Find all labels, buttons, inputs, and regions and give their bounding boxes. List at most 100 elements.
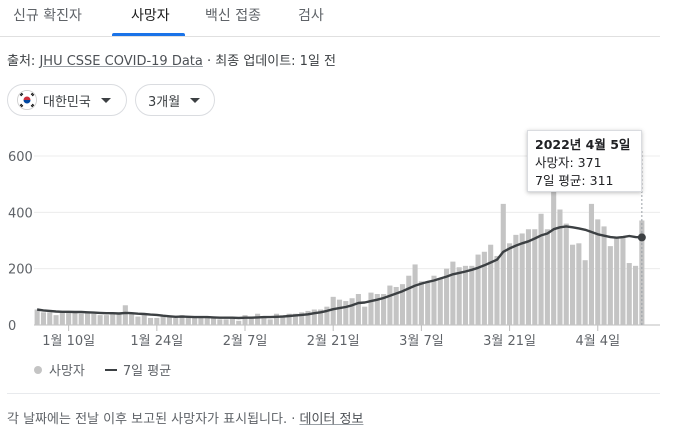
bar-legend-swatch bbox=[34, 365, 42, 374]
bar bbox=[66, 312, 72, 325]
bar bbox=[103, 315, 109, 325]
bar bbox=[500, 203, 506, 325]
bar bbox=[173, 317, 179, 325]
chevron-down-icon bbox=[100, 97, 111, 103]
bar bbox=[267, 319, 273, 325]
divider bbox=[7, 393, 660, 394]
country-label: 대한민국 bbox=[43, 94, 91, 110]
deaths-chart[interactable]: 0 200 400 600 1월 10일 1월 24일 2월 7일 2월 21일 3월 7일 3월… bbox=[0, 125, 679, 357]
bar bbox=[185, 316, 191, 325]
bar bbox=[393, 286, 399, 325]
bar bbox=[374, 294, 380, 325]
bar bbox=[349, 298, 355, 325]
period-label: 3개월 bbox=[148, 94, 181, 110]
bar bbox=[229, 317, 235, 325]
bar bbox=[601, 226, 607, 325]
line-legend-swatch bbox=[104, 368, 117, 371]
bar bbox=[570, 244, 576, 325]
bar bbox=[425, 282, 431, 325]
bar bbox=[166, 316, 172, 325]
chart-legend: 사망자 7일 평균 bbox=[34, 360, 171, 379]
active-tab-indicator bbox=[112, 33, 185, 36]
bar bbox=[286, 313, 292, 325]
period-dropdown[interactable]: 3개월 bbox=[135, 84, 215, 116]
bar bbox=[129, 313, 135, 325]
tab-deaths[interactable]: 사망자 bbox=[131, 8, 170, 24]
y-tick-label: 400 bbox=[8, 206, 33, 221]
bar bbox=[179, 315, 185, 325]
bar bbox=[412, 264, 418, 325]
bar bbox=[305, 310, 311, 325]
bar bbox=[475, 254, 481, 325]
bar bbox=[210, 317, 217, 325]
tab-new-cases[interactable]: 신규 확진자 bbox=[13, 8, 82, 24]
bar bbox=[444, 268, 450, 325]
x-tick-label: 2월 21일 bbox=[307, 334, 360, 349]
bar bbox=[223, 319, 229, 325]
source-link[interactable]: JHU CSSE COVID-19 Data bbox=[39, 54, 203, 69]
bar bbox=[513, 234, 519, 325]
tooltip-deaths: 사망자: 371 bbox=[535, 155, 602, 170]
bar bbox=[217, 319, 223, 325]
tab-bar: 신규 확진자 사망자 백신 접종 검사 bbox=[0, 0, 660, 37]
bar bbox=[588, 203, 595, 325]
bar bbox=[595, 219, 601, 325]
bar bbox=[204, 317, 210, 325]
bar bbox=[40, 312, 46, 325]
bar bbox=[198, 316, 204, 325]
tab-vaccination[interactable]: 백신 접종 bbox=[205, 8, 261, 24]
bar bbox=[330, 296, 336, 325]
bar bbox=[261, 317, 267, 325]
x-tick-label: 3월 21일 bbox=[483, 334, 536, 349]
y-tick-label: 600 bbox=[8, 150, 33, 165]
bar bbox=[78, 313, 84, 325]
avg-line bbox=[36, 225, 642, 320]
bar bbox=[362, 306, 368, 325]
bar bbox=[399, 284, 406, 325]
bar bbox=[273, 313, 280, 325]
y-tick-label: 200 bbox=[8, 263, 33, 278]
korea-flag-icon bbox=[17, 90, 37, 110]
bar bbox=[147, 317, 154, 325]
source-line: 출처: JHU CSSE COVID-19 Data · 최종 업데이트: 1일… bbox=[7, 50, 336, 69]
country-dropdown[interactable]: 대한민국 bbox=[7, 84, 127, 116]
x-tick-label: 1월 10일 bbox=[42, 334, 95, 349]
bar bbox=[47, 312, 53, 325]
bar bbox=[336, 299, 343, 325]
bar bbox=[53, 315, 59, 325]
bar bbox=[368, 292, 374, 325]
bar bbox=[192, 316, 198, 325]
bar bbox=[431, 275, 437, 325]
bar bbox=[563, 223, 569, 325]
chart-tooltip: 2022년 4월 5일 사망자: 371 7일 평균: 311 bbox=[527, 130, 642, 192]
bar bbox=[614, 237, 620, 325]
hover-point bbox=[637, 233, 646, 242]
bar bbox=[122, 305, 128, 325]
bar bbox=[620, 237, 626, 325]
bar bbox=[343, 301, 349, 325]
bar bbox=[318, 309, 324, 325]
bar bbox=[387, 285, 393, 325]
bar bbox=[72, 312, 78, 325]
bar bbox=[110, 313, 116, 325]
data-info-link[interactable]: 데이터 정보 bbox=[299, 412, 364, 427]
source-prefix: 출처: bbox=[7, 54, 36, 69]
bar bbox=[607, 246, 613, 325]
bar bbox=[299, 312, 305, 325]
x-tick-label: 1월 24일 bbox=[130, 334, 183, 349]
tab-testing[interactable]: 검사 bbox=[298, 8, 324, 24]
x-tick-label: 3월 7일 bbox=[399, 334, 444, 349]
bar bbox=[34, 309, 40, 325]
bar bbox=[633, 265, 639, 325]
last-updated: · 최종 업데이트: 1일 전 bbox=[202, 54, 336, 69]
bar bbox=[532, 229, 538, 325]
bar bbox=[381, 294, 387, 325]
bar bbox=[437, 278, 443, 325]
bar bbox=[544, 229, 550, 325]
bar bbox=[91, 313, 97, 325]
footer-text: 각 날짜에는 전날 이후 보고된 사망자가 표시됩니다. · bbox=[7, 412, 300, 427]
bar bbox=[519, 233, 525, 325]
bar bbox=[551, 189, 557, 325]
bar bbox=[626, 263, 632, 325]
bar bbox=[469, 265, 475, 325]
